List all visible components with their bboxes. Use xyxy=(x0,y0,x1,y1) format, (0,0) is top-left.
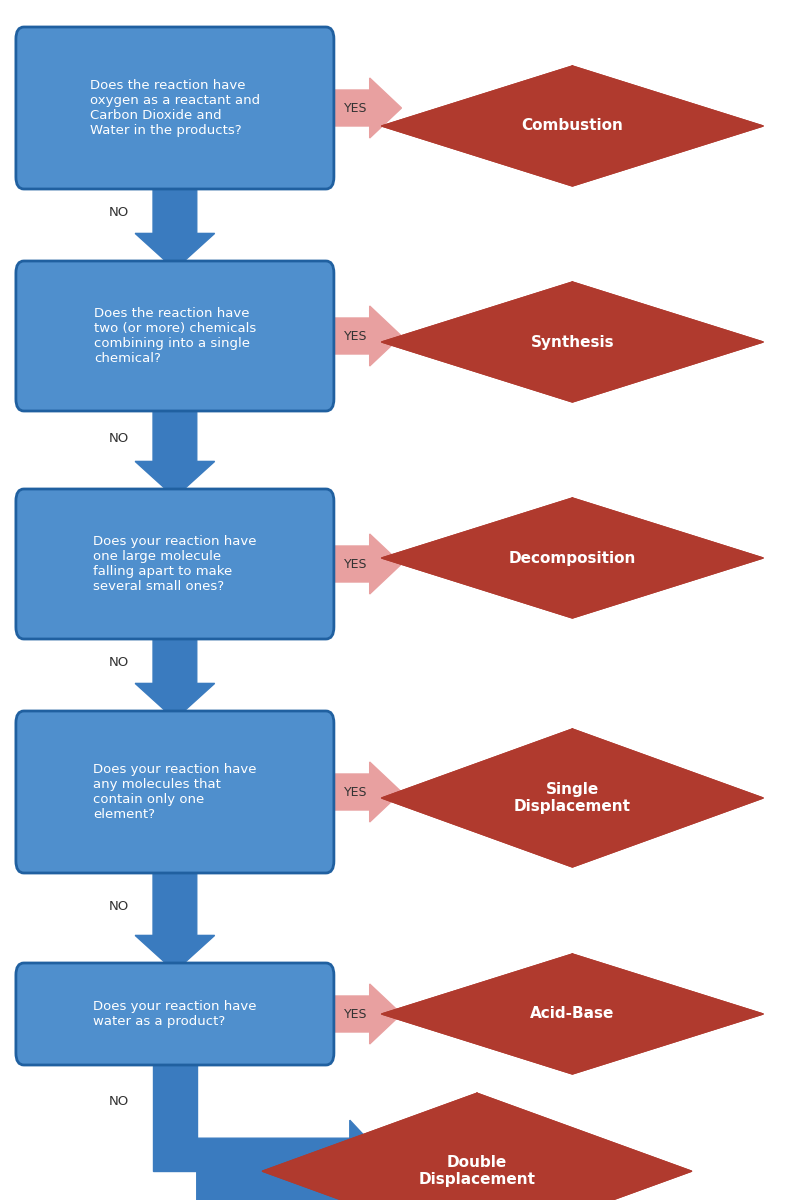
Polygon shape xyxy=(135,180,215,270)
Polygon shape xyxy=(326,984,401,1044)
Polygon shape xyxy=(135,864,215,972)
Text: NO: NO xyxy=(109,900,130,912)
Polygon shape xyxy=(382,66,763,186)
Text: NO: NO xyxy=(109,432,130,444)
Text: YES: YES xyxy=(344,1008,367,1020)
Text: YES: YES xyxy=(344,102,367,114)
Text: Decomposition: Decomposition xyxy=(509,551,636,565)
Polygon shape xyxy=(382,498,763,618)
Polygon shape xyxy=(326,306,401,366)
Text: Double
Displacement: Double Displacement xyxy=(418,1154,536,1188)
Text: YES: YES xyxy=(344,786,367,798)
Text: Does your reaction have
any molecules that
contain only one
element?: Does your reaction have any molecules th… xyxy=(93,763,257,821)
Text: NO: NO xyxy=(109,656,130,670)
Text: Combustion: Combustion xyxy=(522,119,623,133)
Text: Does your reaction have
water as a product?: Does your reaction have water as a produ… xyxy=(93,1000,257,1028)
Text: Single
Displacement: Single Displacement xyxy=(514,782,631,814)
Text: Acid-Base: Acid-Base xyxy=(530,1007,615,1021)
Polygon shape xyxy=(196,1121,398,1200)
Polygon shape xyxy=(326,534,401,594)
Polygon shape xyxy=(326,78,401,138)
Polygon shape xyxy=(135,403,215,497)
Text: Does your reaction have
one large molecule
falling apart to make
several small o: Does your reaction have one large molecu… xyxy=(93,535,257,593)
FancyBboxPatch shape xyxy=(16,26,334,188)
Text: YES: YES xyxy=(344,558,367,570)
FancyBboxPatch shape xyxy=(16,260,334,410)
Text: NO: NO xyxy=(109,1096,130,1109)
Polygon shape xyxy=(262,1093,692,1200)
Text: Does the reaction have
oxygen as a reactant and
Carbon Dioxide and
Water in the : Does the reaction have oxygen as a react… xyxy=(90,79,260,137)
Polygon shape xyxy=(153,1056,196,1171)
Polygon shape xyxy=(382,728,763,866)
Text: YES: YES xyxy=(344,330,367,342)
Polygon shape xyxy=(382,954,763,1074)
Polygon shape xyxy=(382,282,763,402)
FancyBboxPatch shape xyxy=(16,490,334,638)
Text: NO: NO xyxy=(109,206,130,220)
Text: Does the reaction have
two (or more) chemicals
combining into a single
chemical?: Does the reaction have two (or more) che… xyxy=(94,307,256,365)
FancyBboxPatch shape xyxy=(16,962,334,1066)
FancyBboxPatch shape xyxy=(16,710,334,874)
Text: Synthesis: Synthesis xyxy=(530,335,615,349)
Polygon shape xyxy=(326,762,401,822)
Polygon shape xyxy=(135,630,215,719)
